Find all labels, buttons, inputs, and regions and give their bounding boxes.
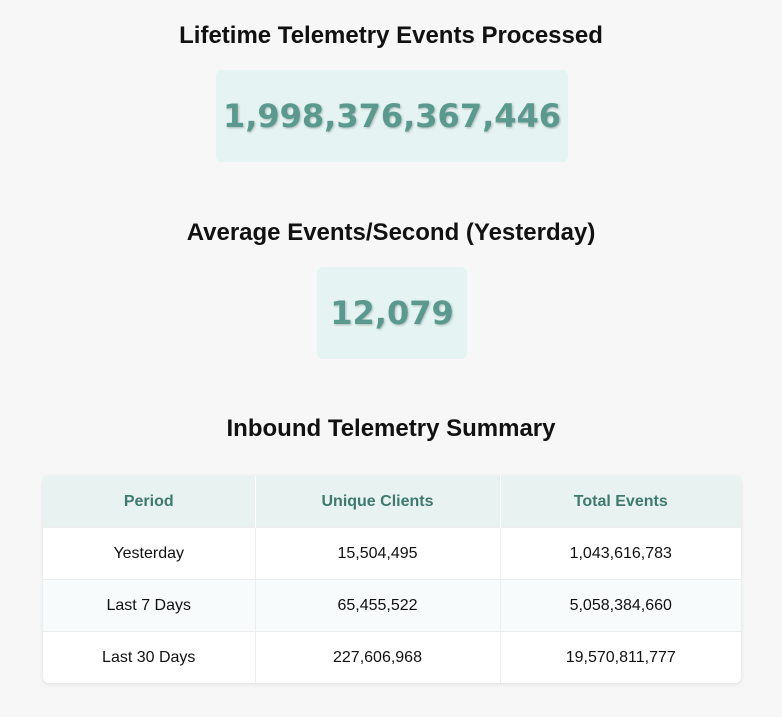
column-header-unique-clients: Unique Clients bbox=[255, 476, 501, 528]
table-row: Last 30 Days 227,606,968 19,570,811,777 bbox=[43, 631, 741, 683]
lifetime-value-box: 1,998,376,367,446 bbox=[216, 70, 568, 162]
average-value-box: 12,079 bbox=[317, 267, 467, 359]
table-row: Last 7 Days 65,455,522 5,058,384,660 bbox=[43, 579, 741, 632]
lifetime-title: Lifetime Telemetry Events Processed bbox=[179, 22, 603, 49]
cell-period: Yesterday bbox=[43, 527, 256, 580]
summary-table: Period Unique Clients Total Events Yeste… bbox=[43, 476, 741, 683]
summary-title: Inbound Telemetry Summary bbox=[226, 415, 556, 442]
cell-unique-clients: 65,455,522 bbox=[255, 579, 501, 632]
cell-period: Last 7 Days bbox=[43, 579, 256, 632]
cell-total-events: 19,570,811,777 bbox=[500, 631, 741, 683]
cell-unique-clients: 227,606,968 bbox=[255, 631, 501, 683]
lifetime-value: 1,998,376,367,446 bbox=[222, 97, 562, 135]
table-header-row: Period Unique Clients Total Events bbox=[43, 476, 741, 528]
cell-total-events: 5,058,384,660 bbox=[500, 579, 741, 632]
column-header-total-events: Total Events bbox=[500, 476, 741, 528]
table-row: Yesterday 15,504,495 1,043,616,783 bbox=[43, 527, 741, 580]
average-value: 12,079 bbox=[330, 294, 454, 332]
cell-unique-clients: 15,504,495 bbox=[255, 527, 501, 580]
cell-period: Last 30 Days bbox=[43, 631, 256, 683]
column-header-period: Period bbox=[43, 476, 256, 528]
cell-total-events: 1,043,616,783 bbox=[500, 527, 741, 580]
average-title: Average Events/Second (Yesterday) bbox=[186, 219, 596, 246]
